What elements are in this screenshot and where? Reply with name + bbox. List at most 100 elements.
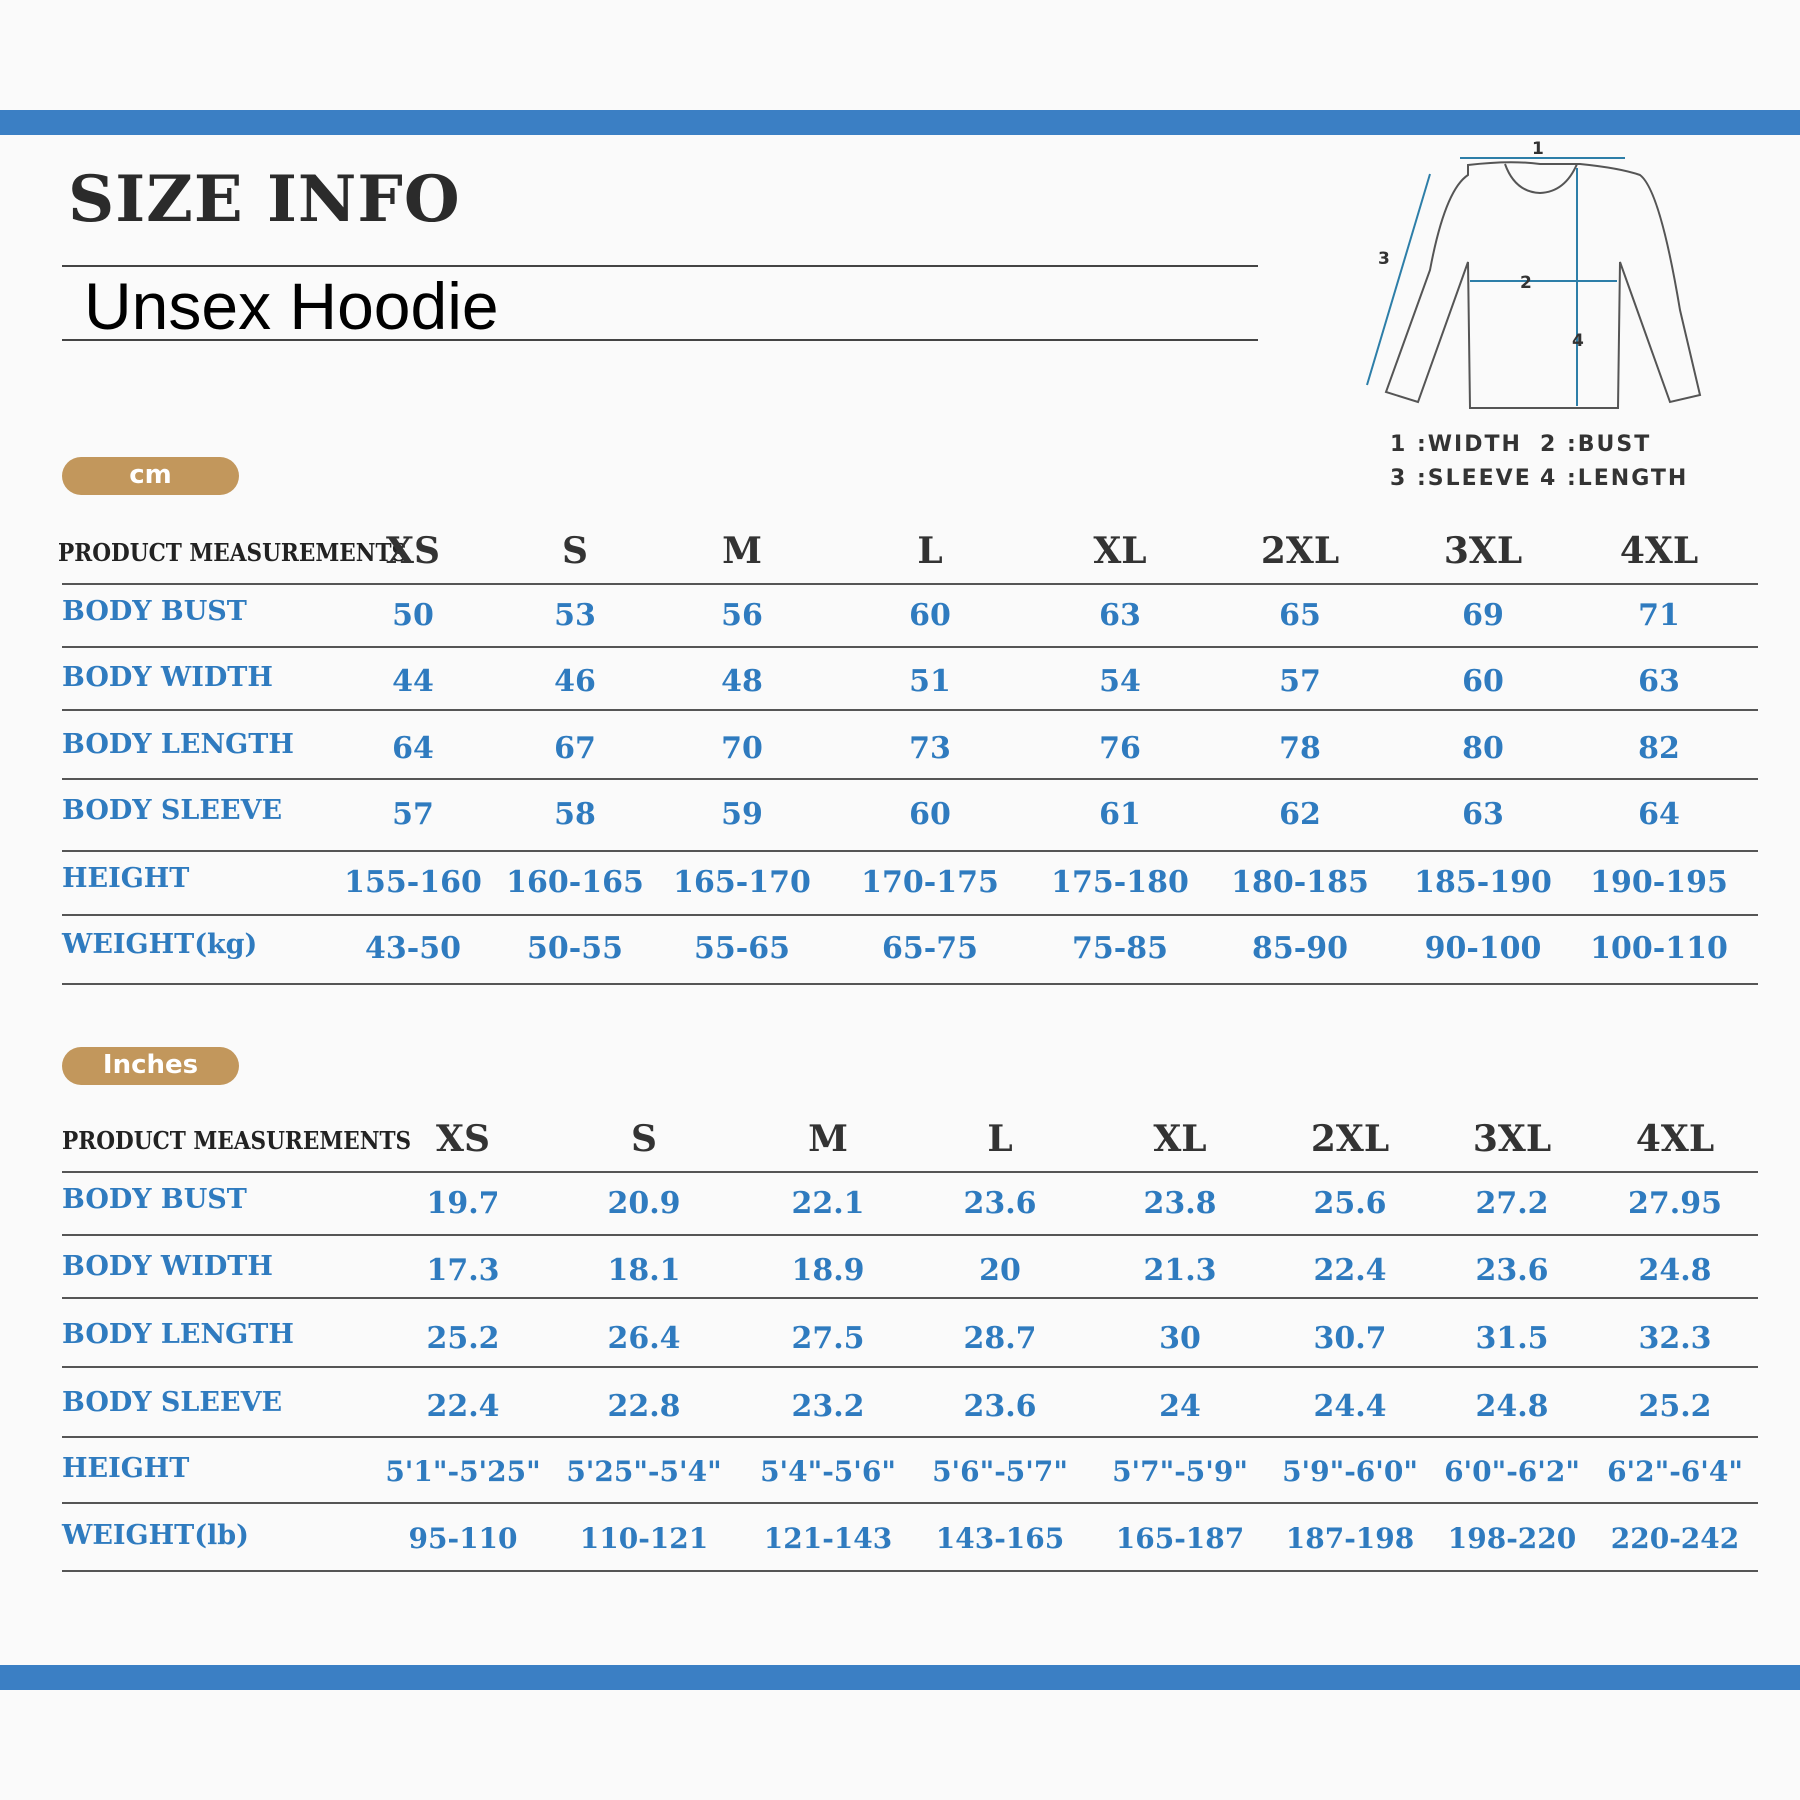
table-cell: 17.3 xyxy=(426,1253,500,1288)
table-cell: 55-65 xyxy=(694,931,790,966)
table-cell: 61 xyxy=(1099,797,1141,832)
size-header-2xl: 2XL xyxy=(1260,530,1340,572)
table-cell: 18.9 xyxy=(791,1253,865,1288)
table-cell: 51 xyxy=(909,664,951,699)
table-cell: 30 xyxy=(1159,1321,1201,1356)
table-cell: 53 xyxy=(554,598,596,633)
row-label: BODY SLEEVE xyxy=(62,795,283,826)
table-cell: 175-180 xyxy=(1051,865,1189,900)
table-cell: 6'2"-6'4" xyxy=(1607,1455,1743,1488)
size-header-3xl: 3XL xyxy=(1443,530,1523,572)
size-header-4xl: 4XL xyxy=(1619,530,1699,572)
table-cell: 187-198 xyxy=(1285,1522,1415,1555)
table-cell: 165-170 xyxy=(673,865,811,900)
table-cell: 30.7 xyxy=(1313,1321,1387,1356)
size-header-xs: XS xyxy=(436,1118,490,1160)
table-cell: 65 xyxy=(1279,598,1321,633)
table-cell: 6'0"-6'2" xyxy=(1444,1455,1580,1488)
table-cell: 25.2 xyxy=(426,1321,500,1356)
table-cell: 95-110 xyxy=(408,1522,518,1555)
table-cell: 63 xyxy=(1099,598,1141,633)
row-label: WEIGHT(kg) xyxy=(62,929,258,960)
table-cell: 5'25"-5'4" xyxy=(566,1455,722,1488)
table-cell: 19.7 xyxy=(426,1186,500,1221)
table-cell: 18.1 xyxy=(607,1253,681,1288)
product-measurements-header: PRODUCT MEASUREMENTS xyxy=(58,538,408,567)
row-divider xyxy=(62,646,1758,648)
table-cell: 46 xyxy=(554,664,596,699)
table-cell: 185-190 xyxy=(1414,865,1552,900)
table-cell: 5'7"-5'9" xyxy=(1112,1455,1248,1488)
unit-badge-cm: cm xyxy=(62,457,239,495)
diagram-marker-3: 3 xyxy=(1378,249,1390,269)
legend-width: 1 :WIDTH xyxy=(1390,432,1522,457)
row-divider xyxy=(62,778,1758,780)
table-cell: 64 xyxy=(1638,797,1680,832)
table-cell: 25.6 xyxy=(1313,1186,1387,1221)
bottom-accent-bar xyxy=(0,1665,1800,1690)
row-divider xyxy=(62,850,1758,852)
table-cell: 24.4 xyxy=(1313,1389,1387,1424)
row-divider xyxy=(62,983,1758,985)
table-cell: 220-242 xyxy=(1610,1522,1740,1555)
row-label: BODY LENGTH xyxy=(62,729,294,760)
table-cell: 143-165 xyxy=(935,1522,1065,1555)
row-label: BODY LENGTH xyxy=(62,1319,294,1350)
table-cell: 54 xyxy=(1099,664,1141,699)
row-divider xyxy=(62,1366,1758,1368)
table-cell: 57 xyxy=(1279,664,1321,699)
table-cell: 23.2 xyxy=(791,1389,865,1424)
table-cell: 5'6"-5'7" xyxy=(932,1455,1068,1488)
size-header-s: S xyxy=(562,530,588,572)
table-cell: 90-100 xyxy=(1424,931,1542,966)
row-label: WEIGHT(lb) xyxy=(62,1520,249,1551)
table-cell: 71 xyxy=(1638,598,1680,633)
table-cell: 23.8 xyxy=(1143,1186,1217,1221)
row-divider xyxy=(62,1171,1758,1173)
row-divider xyxy=(62,914,1758,916)
divider xyxy=(62,339,1258,341)
table-cell: 22.8 xyxy=(607,1389,681,1424)
row-divider xyxy=(62,1570,1758,1572)
table-cell: 82 xyxy=(1638,731,1680,766)
row-label: BODY WIDTH xyxy=(62,1251,273,1282)
table-cell: 165-187 xyxy=(1115,1522,1245,1555)
size-header-xl: XL xyxy=(1153,1118,1207,1160)
table-cell: 23.6 xyxy=(963,1389,1037,1424)
table-cell: 27.95 xyxy=(1628,1186,1722,1221)
table-cell: 26.4 xyxy=(607,1321,681,1356)
table-cell: 76 xyxy=(1099,731,1141,766)
row-divider xyxy=(62,709,1758,711)
table-cell: 48 xyxy=(721,664,763,699)
legend-sleeve: 3 :SLEEVE xyxy=(1390,466,1532,491)
diagram-marker-2: 2 xyxy=(1520,273,1532,293)
row-label: HEIGHT xyxy=(62,863,190,894)
table-cell: 65-75 xyxy=(882,931,978,966)
table-cell: 100-110 xyxy=(1590,931,1728,966)
table-cell: 27.2 xyxy=(1475,1186,1549,1221)
legend-bust: 2 :BUST xyxy=(1540,432,1652,457)
size-header-m: M xyxy=(808,1118,848,1160)
table-cell: 85-90 xyxy=(1252,931,1348,966)
table-cell: 22.4 xyxy=(1313,1253,1387,1288)
row-label: BODY SLEEVE xyxy=(62,1387,283,1418)
table-cell: 110-121 xyxy=(579,1522,709,1555)
table-cell: 75-85 xyxy=(1072,931,1168,966)
table-cell: 25.2 xyxy=(1638,1389,1712,1424)
table-cell: 44 xyxy=(392,664,434,699)
table-cell: 73 xyxy=(909,731,951,766)
table-cell: 63 xyxy=(1462,797,1504,832)
row-label: BODY BUST xyxy=(62,596,247,627)
table-cell: 23.6 xyxy=(1475,1253,1549,1288)
table-cell: 43-50 xyxy=(365,931,461,966)
row-divider xyxy=(62,1436,1758,1438)
product-name: Unsex Hoodie xyxy=(84,269,499,343)
table-cell: 32.3 xyxy=(1638,1321,1712,1356)
page-title: SIZE INFO xyxy=(68,162,461,237)
size-header-s: S xyxy=(631,1118,657,1160)
size-header-3xl: 3XL xyxy=(1472,1118,1552,1160)
product-measurements-header: PRODUCT MEASUREMENTS xyxy=(62,1126,412,1155)
hoodie-measurement-diagram: 1 2 3 4 xyxy=(1366,139,1702,409)
size-header-m: M xyxy=(722,530,762,572)
table-cell: 170-175 xyxy=(861,865,999,900)
